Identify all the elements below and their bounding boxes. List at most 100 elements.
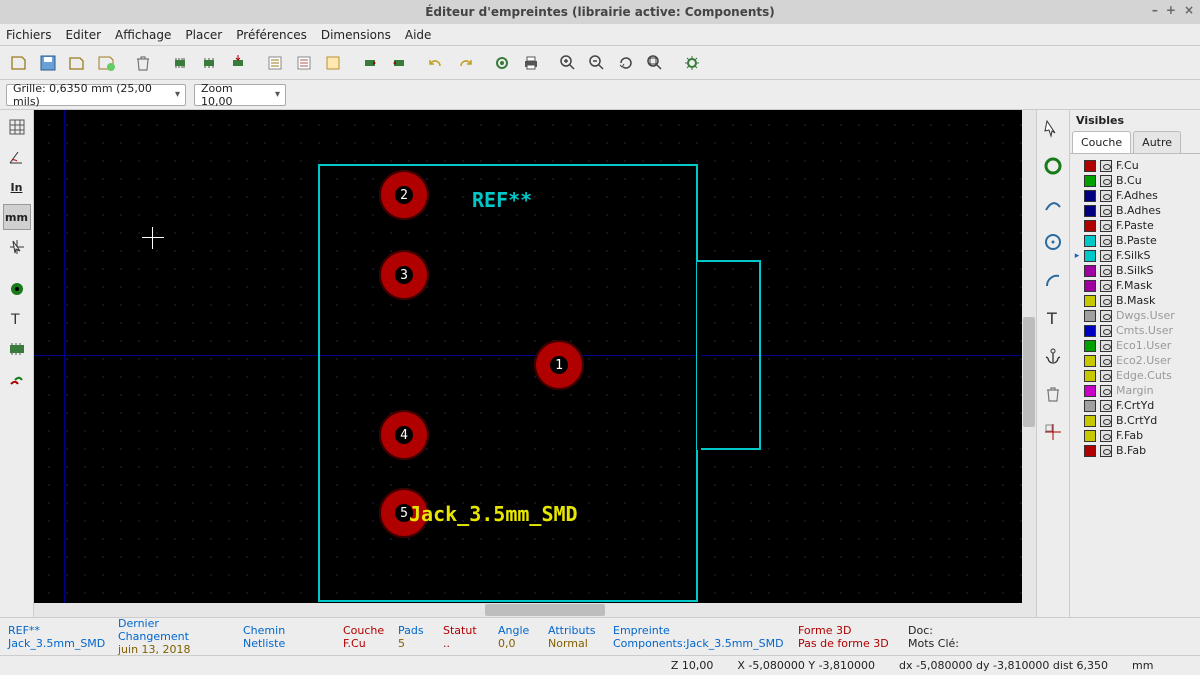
lib-icon[interactable] <box>93 50 119 76</box>
menu-dimensions[interactable]: Dimensions <box>321 28 391 42</box>
menu-editer[interactable]: Editer <box>65 28 101 42</box>
module-icon[interactable] <box>3 336 31 362</box>
pad-3[interactable]: 3 <box>379 250 429 300</box>
layer-row[interactable]: B.Adhes <box>1072 203 1198 218</box>
layer-row[interactable]: F.Cu <box>1072 158 1198 173</box>
maximize-icon[interactable]: + <box>1166 3 1176 17</box>
visibility-icon[interactable] <box>1100 340 1112 352</box>
layer-row[interactable]: Dwgs.User <box>1072 308 1198 323</box>
visibility-icon[interactable] <box>1100 295 1112 307</box>
layer-row[interactable]: F.Mask <box>1072 278 1198 293</box>
layer-row[interactable]: F.Adhes <box>1072 188 1198 203</box>
settings-icon[interactable] <box>489 50 515 76</box>
open-icon[interactable] <box>64 50 90 76</box>
visibility-icon[interactable] <box>1100 265 1112 277</box>
visibility-icon[interactable] <box>1100 235 1112 247</box>
tab-layer[interactable]: Couche <box>1072 131 1131 153</box>
menu-préférences[interactable]: Préférences <box>236 28 307 42</box>
redraw-icon[interactable] <box>613 50 639 76</box>
undo-icon[interactable] <box>423 50 449 76</box>
visibility-icon[interactable] <box>1100 190 1112 202</box>
gear-icon[interactable] <box>679 50 705 76</box>
layer-row[interactable]: Cmts.User <box>1072 323 1198 338</box>
layer-row[interactable]: B.SilkS <box>1072 263 1198 278</box>
text-icon[interactable]: T <box>3 306 31 332</box>
mm-icon[interactable]: mm <box>3 204 31 230</box>
zoomin-icon[interactable] <box>555 50 581 76</box>
layer-row[interactable]: B.CrtYd <box>1072 413 1198 428</box>
layer-row[interactable]: B.Mask <box>1072 293 1198 308</box>
tab-other[interactable]: Autre <box>1133 131 1181 153</box>
menu-affichage[interactable]: Affichage <box>115 28 171 42</box>
list1-icon[interactable] <box>262 50 288 76</box>
grid-combo[interactable]: Grille: 0,6350 mm (25,00 mils) <box>6 84 186 106</box>
close-icon[interactable]: × <box>1184 3 1194 17</box>
visibility-icon[interactable] <box>1100 160 1112 172</box>
origin-tool-icon[interactable] <box>1039 418 1067 446</box>
visibility-icon[interactable] <box>1100 415 1112 427</box>
menu-fichiers[interactable]: Fichiers <box>6 28 51 42</box>
value-label[interactable]: Jack_3.5mm_SMD <box>409 502 578 526</box>
list2-icon[interactable] <box>291 50 317 76</box>
zoomfit-icon[interactable] <box>642 50 668 76</box>
pad-icon[interactable] <box>3 276 31 302</box>
text-tool-icon[interactable]: T <box>1039 304 1067 332</box>
layer-row[interactable]: F.CrtYd <box>1072 398 1198 413</box>
layer-row[interactable]: Eco2.User <box>1072 353 1198 368</box>
chip2-icon[interactable] <box>196 50 222 76</box>
layer-row[interactable]: B.Cu <box>1072 173 1198 188</box>
visibility-icon[interactable] <box>1100 370 1112 382</box>
pad-2[interactable]: 2 <box>379 170 429 220</box>
scrollbar-v[interactable] <box>1022 110 1036 603</box>
visibility-icon[interactable] <box>1100 385 1112 397</box>
visibility-icon[interactable] <box>1100 280 1112 292</box>
layer-row[interactable]: ▸F.SilkS <box>1072 248 1198 263</box>
select-tool-icon[interactable] <box>1039 114 1067 142</box>
pad-1[interactable]: 1 <box>534 340 584 390</box>
circle-tool-icon[interactable] <box>1039 228 1067 256</box>
zoom-combo[interactable]: Zoom 10,00 <box>194 84 286 106</box>
save-icon[interactable] <box>35 50 61 76</box>
pad-4[interactable]: 4 <box>379 410 429 460</box>
visibility-icon[interactable] <box>1100 325 1112 337</box>
layer-row[interactable]: F.Fab <box>1072 428 1198 443</box>
delete-icon[interactable] <box>130 50 156 76</box>
highcontrast-icon[interactable] <box>3 366 31 392</box>
layer-row[interactable]: Edge.Cuts <box>1072 368 1198 383</box>
anchor-tool-icon[interactable] <box>1039 342 1067 370</box>
polar-icon[interactable] <box>3 144 31 170</box>
inch-icon[interactable]: In <box>3 174 31 200</box>
pad-tool-icon[interactable] <box>1039 152 1067 180</box>
visibility-icon[interactable] <box>1100 310 1112 322</box>
layer-row[interactable]: F.Paste <box>1072 218 1198 233</box>
visibility-icon[interactable] <box>1100 355 1112 367</box>
export-icon[interactable] <box>225 50 251 76</box>
visibility-icon[interactable] <box>1100 445 1112 457</box>
visibility-icon[interactable] <box>1100 250 1112 262</box>
layer-row[interactable]: B.Fab <box>1072 443 1198 458</box>
line-tool-icon[interactable] <box>1039 190 1067 218</box>
chip4-icon[interactable] <box>386 50 412 76</box>
visibility-icon[interactable] <box>1100 205 1112 217</box>
chip3-icon[interactable] <box>357 50 383 76</box>
layer-row[interactable]: B.Paste <box>1072 233 1198 248</box>
list3-icon[interactable] <box>320 50 346 76</box>
grid-toggle-icon[interactable] <box>3 114 31 140</box>
ref-label[interactable]: REF** <box>472 188 532 212</box>
visibility-icon[interactable] <box>1100 175 1112 187</box>
scrollbar-h[interactable] <box>34 603 1036 617</box>
zoomout-icon[interactable] <box>584 50 610 76</box>
menu-aide[interactable]: Aide <box>405 28 432 42</box>
canvas[interactable]: 12345REF**Jack_3.5mm_SMD <box>34 110 1036 617</box>
chip1-icon[interactable] <box>167 50 193 76</box>
layer-row[interactable]: Eco1.User <box>1072 338 1198 353</box>
layer-row[interactable]: Margin <box>1072 383 1198 398</box>
visibility-icon[interactable] <box>1100 400 1112 412</box>
visibility-icon[interactable] <box>1100 430 1112 442</box>
visibility-icon[interactable] <box>1100 220 1112 232</box>
menu-placer[interactable]: Placer <box>185 28 222 42</box>
print-icon[interactable] <box>518 50 544 76</box>
new-icon[interactable] <box>6 50 32 76</box>
cursor-shape-icon[interactable] <box>3 234 31 260</box>
minimize-icon[interactable]: – <box>1152 3 1158 17</box>
